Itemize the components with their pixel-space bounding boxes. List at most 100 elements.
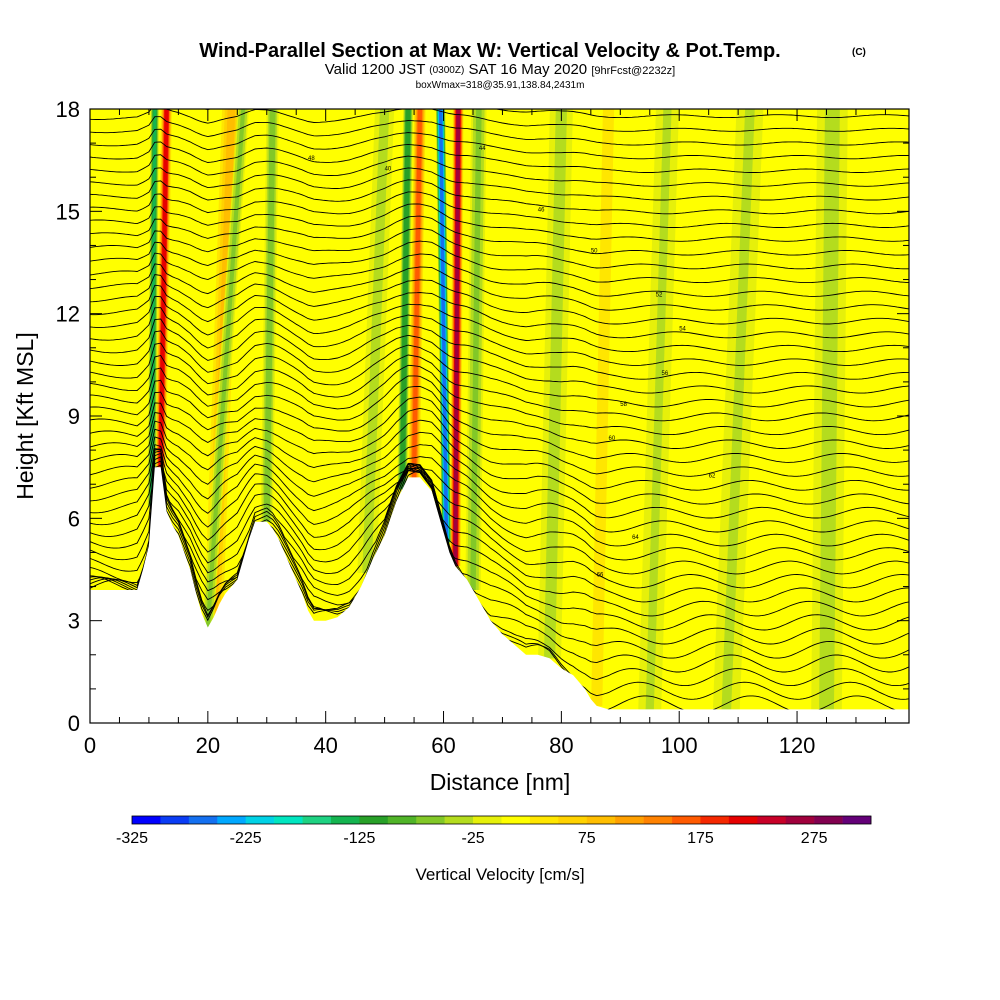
plot-area: 48 40 44 46 50 52 54 56 58 60 62 64 66 [90,109,909,723]
theta-contour [90,386,909,463]
theta-label: 62 [709,473,716,479]
theta-contour [90,462,909,659]
theta-contour [90,375,909,449]
colorbar-swatch [643,816,673,824]
theta-contour [90,109,909,132]
theta-contour [90,116,909,146]
theta-label: 56 [662,371,669,377]
theta-contour-labels: 48 40 44 46 50 52 54 56 58 60 62 64 66 [308,146,716,578]
box-info: boxWmax=318@35.91,138.84,2431m [416,80,585,91]
theta-contour [90,419,909,505]
theta-contour [90,128,909,160]
chart-title-mark: (C) [852,47,866,58]
theta-contour [90,464,909,687]
subtitle-prefix: Valid 1200 JST [325,61,425,78]
colorbar-swatch [529,816,559,824]
colorbar-swatch [274,816,303,824]
y-tick-label: 3 [68,609,80,634]
theta-contour [90,284,909,339]
colorbar-swatch [330,816,360,824]
colorbar-swatch [160,816,190,824]
theta-contour [90,191,909,228]
theta-contour [90,354,909,422]
theta-contour [90,452,909,617]
theta-label: 40 [385,166,392,172]
velocity-band [721,109,755,710]
colorbar-tick-label: 175 [687,830,714,847]
colorbar-swatch [728,816,758,824]
colorbar [131,815,872,825]
y-tick-label: 9 [68,404,80,429]
colorbar-swatch [842,816,872,824]
theta-contour [90,252,909,297]
theta-contour [90,396,909,477]
velocity-band [592,109,613,706]
y-axis: 0 3 6 9 12 15 18 [56,97,909,736]
theta-contour [90,318,909,380]
theta-contour [90,307,909,366]
colorbar-frame [131,815,872,825]
colorbar-swatch [132,816,161,824]
chart-title: Wind-Parallel Section at Max W: Vertical… [199,40,780,62]
theta-contour [90,203,909,242]
theta-contour [90,364,909,436]
x-tick-label: 100 [661,733,698,758]
velocity-band [470,109,482,590]
colorbar-ticks: -325 -225 -125 -25 75 175 275 [116,830,828,847]
theta-contour [90,141,909,173]
velocity-band [821,109,838,710]
theta-contour [90,273,909,325]
velocity-band [363,109,389,573]
colorbar-swatch [473,816,502,824]
colorbar-tick-label: 275 [801,830,828,847]
theta-label: 44 [479,146,486,152]
colorbar-label: Vertical Velocity [cm/s] [415,865,584,884]
colorbar-tick-label: -125 [343,830,375,847]
colorbar-swatch [672,816,701,824]
chart-subtitle: Valid 1200 JST (0300Z) SAT 16 May 2020 [… [325,60,676,78]
x-tick-label: 80 [549,733,573,758]
colorbar-tick-label: -225 [230,830,262,847]
theta-contour [90,228,909,270]
colorbar-swatch [558,816,588,824]
theta-contour [90,330,909,394]
velocity-band [150,109,157,507]
colorbar-tick-label: 75 [578,830,596,847]
vertical-velocity-field [147,109,848,710]
colorbar-swatch [814,816,843,824]
theta-label: 48 [308,156,315,162]
colorbar-swatch [245,816,275,824]
y-tick-label: 0 [68,711,80,736]
y-tick-label: 6 [68,506,80,531]
theta-contour [90,154,909,187]
velocity-band [453,109,461,567]
colorbar-swatch [586,816,616,824]
x-tick-label: 120 [779,733,816,758]
theta-contour [90,167,909,201]
theta-label: 50 [591,248,598,254]
theta-contour [90,456,909,631]
velocity-band [205,109,246,628]
theta-label: 66 [597,572,604,578]
theta-contour [90,342,909,408]
x-axis-label: Distance [nm] [430,769,571,795]
velocity-band [545,109,566,659]
velocity-band [645,109,672,710]
colorbar-swatch [757,816,787,824]
theta-contour [90,263,909,311]
colorbar-swatch [188,816,218,824]
theta-contour [90,215,909,256]
theta-contour [90,295,909,353]
theta-contour [90,449,909,589]
y-tick-label: 12 [56,302,80,327]
theta-contour [90,463,909,673]
colorbar-swatch [700,816,730,824]
theta-contours [90,109,909,714]
theta-contour [90,450,909,603]
theta-contour [90,436,909,533]
y-tick-label: 15 [56,199,80,224]
colorbar-tick-label: -325 [116,830,148,847]
y-axis-label: Height [Kft MSL] [12,332,38,499]
theta-contour [90,179,909,215]
